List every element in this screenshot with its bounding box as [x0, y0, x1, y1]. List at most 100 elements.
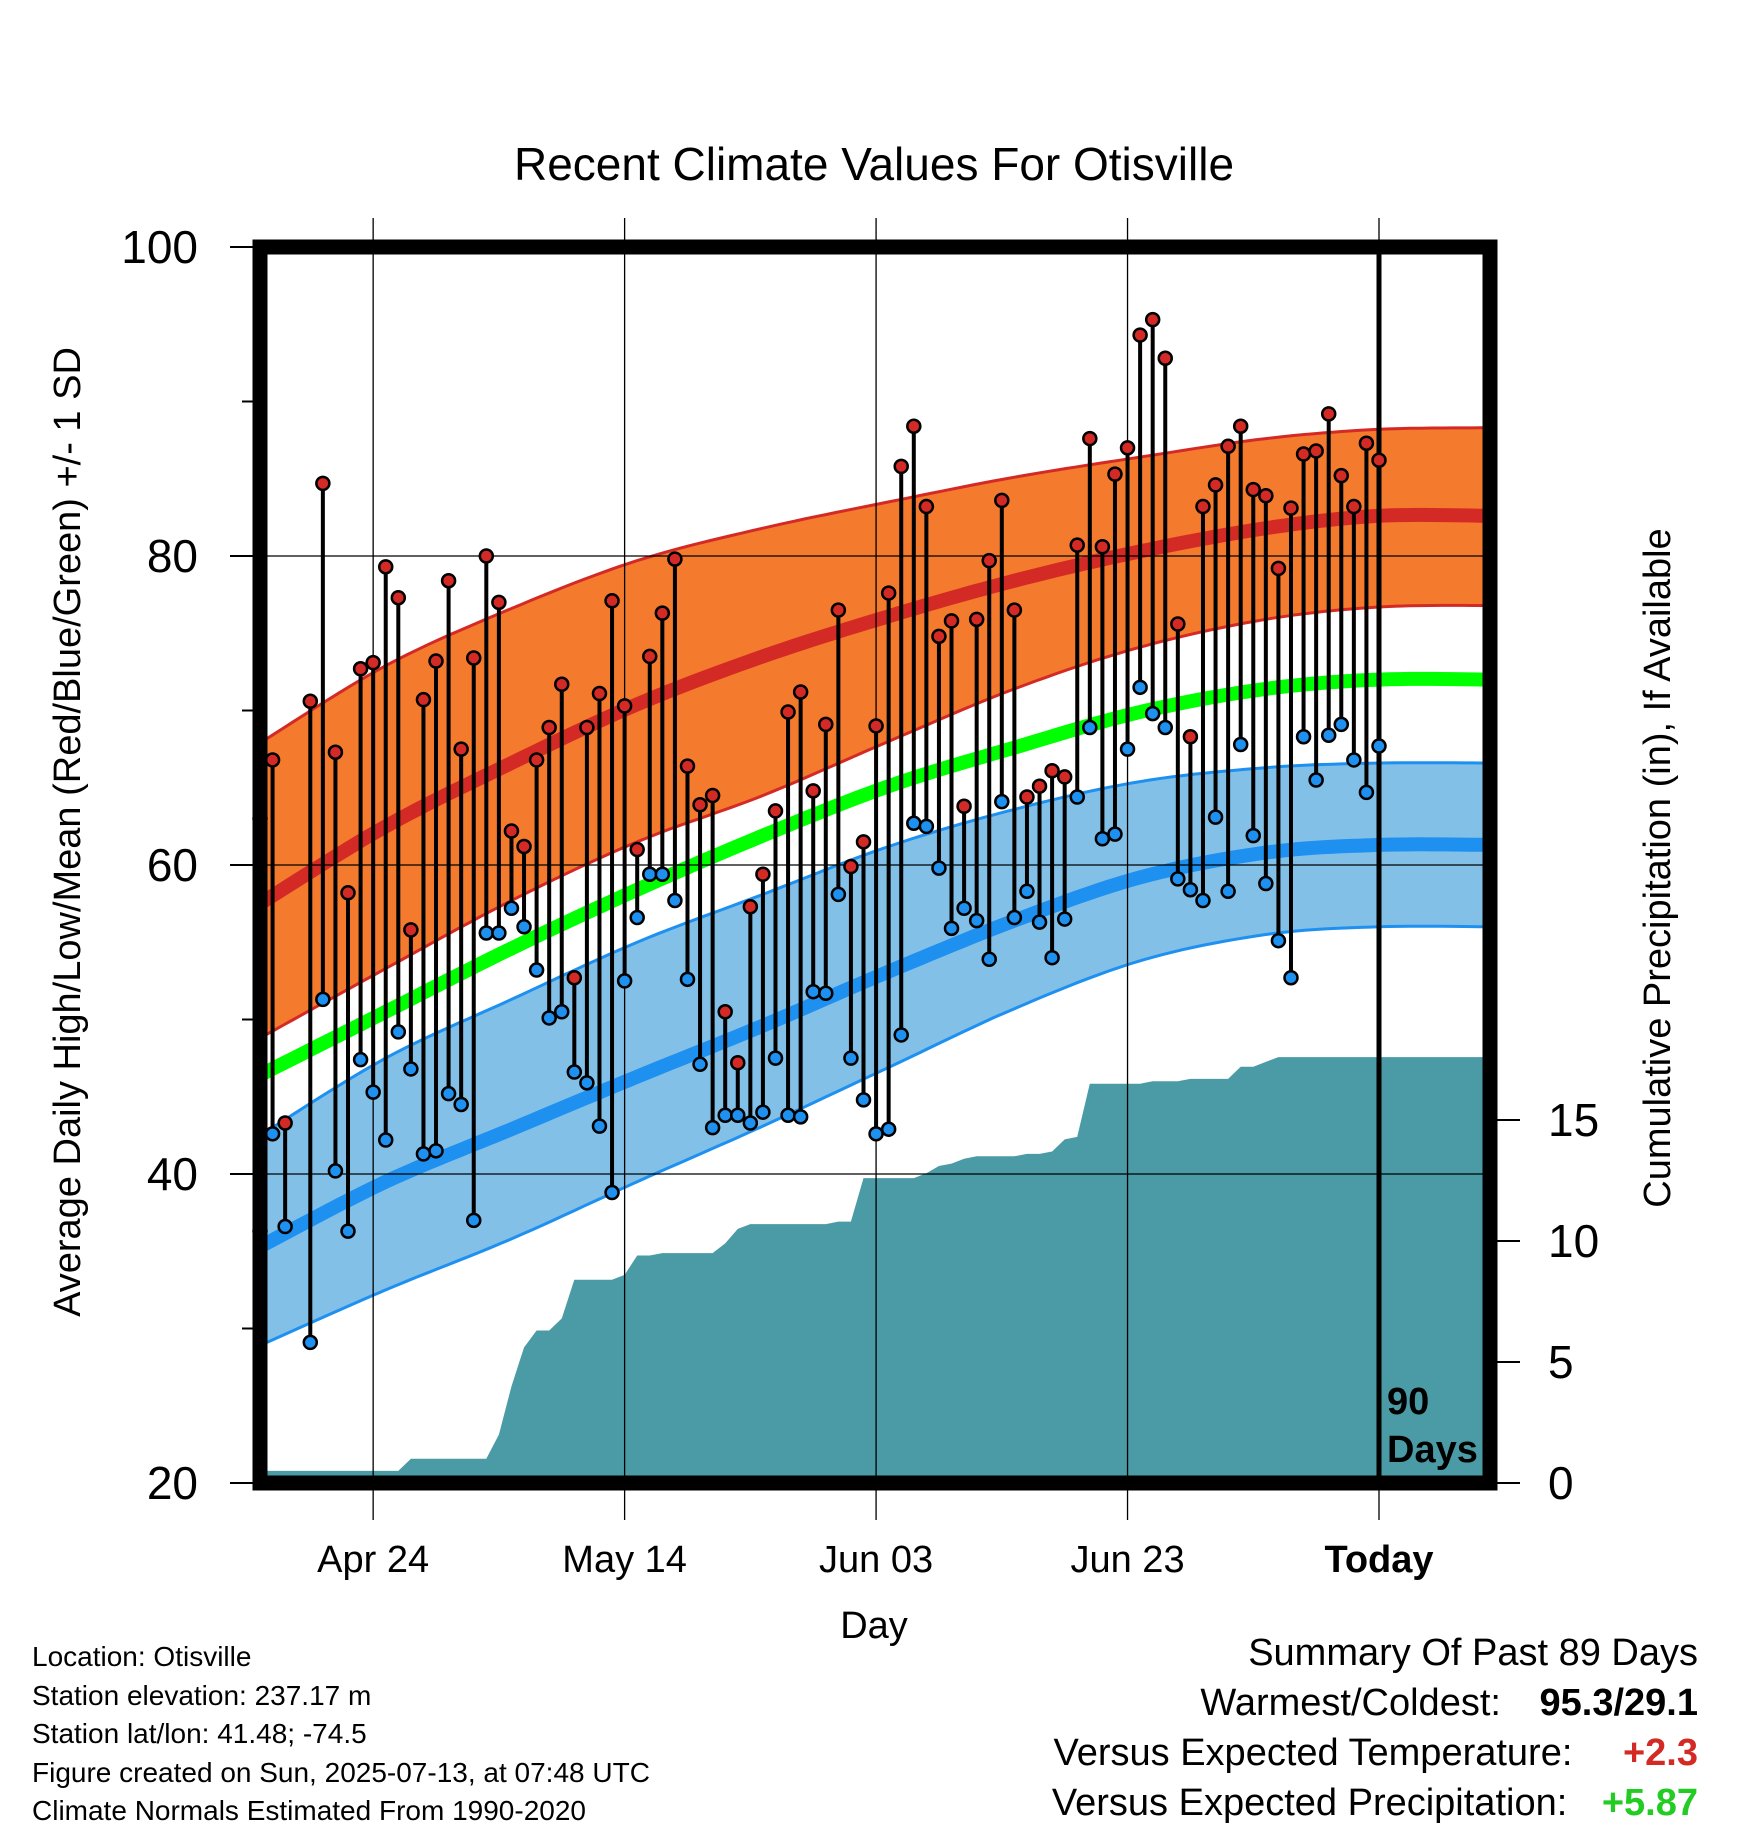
daily-high-point: [1182, 729, 1199, 745]
daily-low-point: [868, 1126, 884, 1142]
daily-high-point: [352, 661, 369, 677]
daily-high-point: [377, 559, 394, 575]
daily-high-point: [264, 752, 281, 768]
daily-high-point: [1082, 430, 1098, 447]
daily-high-point: [755, 866, 771, 883]
daily-high-point: [704, 787, 721, 804]
daily-low-point: [315, 991, 331, 1008]
daily-low-point: [1258, 875, 1274, 892]
daily-high-point: [880, 585, 897, 601]
x-tick-label: Jun 23: [1070, 1539, 1184, 1581]
daily-high-point: [1119, 440, 1136, 456]
daily-high-point: [579, 719, 595, 736]
daily-high-point: [415, 691, 432, 708]
daily-high-point: [1245, 481, 1262, 498]
daily-high-point: [616, 698, 633, 714]
daily-low-point: [1144, 705, 1161, 722]
y2-tick-label: 5: [1548, 1336, 1574, 1388]
daily-low-point: [352, 1051, 369, 1068]
daily-high-point: [390, 589, 407, 606]
daily-low-point: [528, 962, 545, 978]
daily-low-point: [1295, 729, 1312, 745]
precip-departure-label: Versus Expected Precipitation:: [1051, 1782, 1568, 1824]
daily-low-point: [1195, 892, 1211, 909]
daily-low-point: [302, 1334, 319, 1351]
daily-low-point: [1333, 716, 1350, 733]
daily-high-point: [491, 594, 507, 611]
daily-low-point: [918, 818, 935, 835]
daily-low-point: [880, 1121, 897, 1137]
x-tick-label: May 14: [562, 1539, 687, 1581]
daily-low-point: [1346, 752, 1362, 768]
daily-low-point: [956, 900, 972, 917]
daily-low-point: [830, 886, 847, 903]
daily-high-point: [1019, 789, 1035, 805]
warmest-coldest-label: Warmest/Coldest:: [1200, 1682, 1501, 1724]
x-axis-label: Day: [840, 1605, 908, 1647]
daily-low-point: [1082, 719, 1098, 736]
daily-low-point: [1182, 881, 1199, 898]
daily-high-point: [931, 628, 947, 645]
daily-low-point: [579, 1075, 595, 1091]
daily-low-point: [1283, 970, 1299, 986]
daily-low-point: [943, 920, 960, 937]
daily-high-point: [1220, 438, 1236, 455]
daily-low-point: [1220, 883, 1236, 900]
daily-low-point: [730, 1107, 746, 1124]
daily-high-point: [1308, 443, 1324, 459]
daily-high-point: [805, 783, 821, 799]
daily-high-point: [767, 803, 784, 819]
plot-area: [252, 218, 1493, 1520]
daily-high-point: [428, 653, 444, 669]
precip-departure-row: Versus Expected Precipitation: +5.87: [1052, 1778, 1698, 1828]
y-tick-label: 100: [121, 221, 198, 273]
daily-high-point: [365, 654, 381, 671]
daily-high-point: [1283, 500, 1299, 516]
daily-low-point: [893, 1027, 909, 1043]
daily-low-point: [1119, 741, 1136, 757]
y2-tick-label: 15: [1548, 1094, 1599, 1146]
daily-high-point: [730, 1055, 746, 1071]
daily-high-point: [528, 752, 545, 768]
temp-departure-row: Versus Expected Temperature: +2.3: [1052, 1728, 1698, 1778]
daily-high-point: [327, 744, 344, 760]
station-info: Location: Otisville Station elevation: 2…: [32, 1638, 650, 1831]
daily-high-point: [843, 858, 859, 875]
y-tick-label: 40: [147, 1148, 198, 1200]
daily-low-point: [1358, 784, 1375, 801]
precip-departure-value: +5.87: [1601, 1782, 1698, 1824]
daily-low-point: [415, 1146, 432, 1162]
daily-low-point: [1270, 932, 1287, 949]
daily-high-point: [994, 492, 1010, 509]
daily-high-point: [1195, 498, 1211, 515]
daily-high-point: [1320, 406, 1337, 422]
daily-high-point: [566, 970, 583, 986]
axes: 20 40 60 80 100 0 5 10 15 Apr 24 May 14 Jun 03 Jun 2…: [121, 221, 1599, 1581]
daily-low-point: [679, 971, 696, 988]
daily-low-point: [604, 1184, 620, 1201]
daily-low-point: [503, 900, 520, 917]
daily-low-point: [340, 1223, 356, 1239]
chart-title: Recent Climate Values For Otisville: [514, 138, 1234, 190]
daily-low-point: [767, 1050, 784, 1066]
latlon-text: Station lat/lon: 41.48; -74.5: [32, 1718, 367, 1749]
daily-high-point: [830, 602, 847, 618]
daily-low-point: [1006, 909, 1023, 926]
daily-high-point: [679, 758, 696, 774]
daily-low-point: [453, 1096, 469, 1113]
daily-high-point: [981, 552, 997, 569]
daily-low-point: [1019, 883, 1035, 900]
daily-low-point: [440, 1085, 457, 1102]
daily-high-point: [1270, 560, 1287, 577]
daily-high-point: [1044, 763, 1060, 779]
daily-low-point: [428, 1143, 444, 1159]
daily-high-point: [1258, 487, 1274, 504]
daily-low-point: [1320, 727, 1337, 743]
y-tick-label: 60: [147, 839, 198, 891]
daily-high-point: [1170, 616, 1186, 632]
daily-high-point: [302, 693, 319, 709]
daily-high-point: [868, 718, 884, 734]
daily-high-point: [1358, 435, 1375, 451]
daily-low-point: [855, 1092, 872, 1108]
